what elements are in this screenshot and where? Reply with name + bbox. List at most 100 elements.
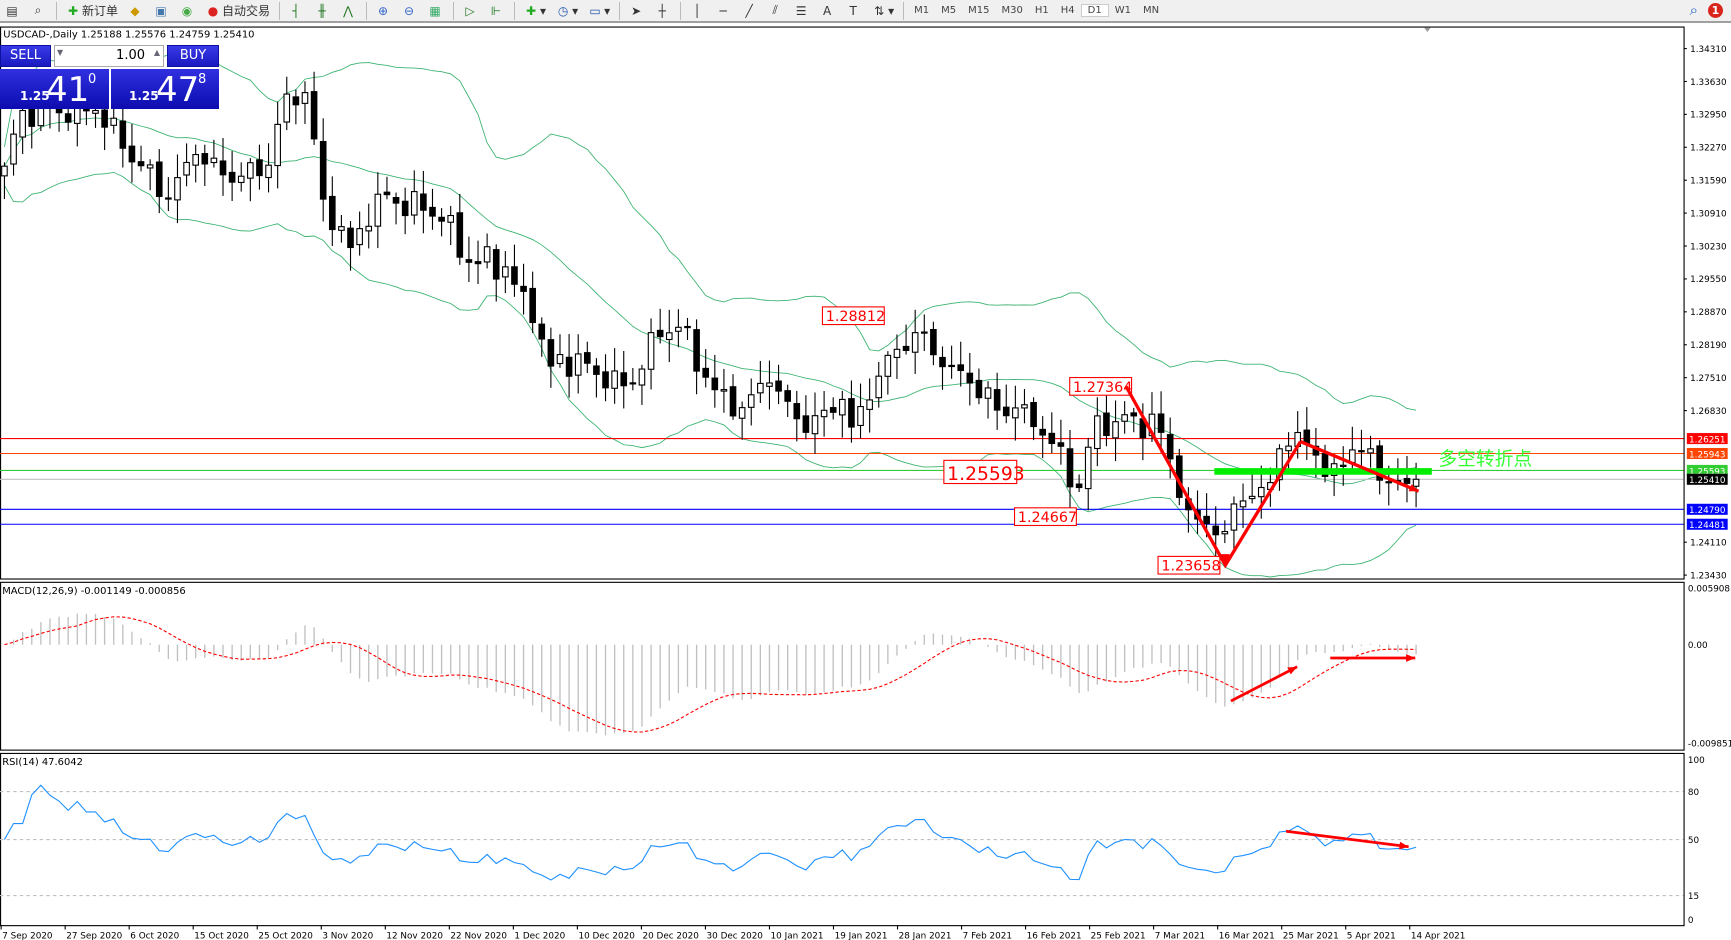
bear-candle: [957, 364, 965, 372]
timeframe-d1[interactable]: D1: [1080, 4, 1109, 17]
trend-arrow-v-tip: [1220, 554, 1230, 566]
new-order-label: 新订单: [82, 4, 119, 18]
buy-button[interactable]: BUY: [167, 45, 219, 67]
zoom-out-button[interactable]: ⊖: [398, 1, 422, 21]
timeframe-m5[interactable]: M5: [941, 5, 957, 16]
timeframe-m1[interactable]: M1: [914, 5, 930, 16]
macd-window: [4, 613, 1417, 736]
sell-price-small: 1.25: [20, 89, 50, 103]
search-icon[interactable]: ⌕: [1689, 1, 1698, 19]
zoom-chart-button[interactable]: ⌕: [27, 1, 51, 21]
bull-candle: [811, 415, 819, 435]
bear-candle: [602, 371, 609, 389]
new-chart-button[interactable]: ▤: [1, 1, 25, 21]
bull-candle: [483, 246, 491, 263]
chart-shift-marker: [1424, 27, 1431, 33]
text-button[interactable]: A: [816, 1, 840, 21]
annotations: 1.28812 1.27364 1.25593 1.24667 1.23658 多空转折点: [821, 306, 1532, 575]
metaeditor-button[interactable]: ◆: [124, 1, 148, 21]
bear-candle: [1075, 483, 1083, 489]
candlestick-icon: ╫: [318, 3, 326, 18]
timeframe-mn[interactable]: MN: [1142, 5, 1160, 16]
timeframe-m30[interactable]: M30: [1001, 5, 1023, 16]
date-label: 7 Feb 2021: [963, 931, 1012, 940]
bear-candle: [848, 398, 855, 428]
zoom-in-button[interactable]: ⊕: [372, 1, 396, 21]
buy-price[interactable]: 1.25 47 8: [111, 69, 219, 109]
lot-decrease-icon[interactable]: ▼: [57, 48, 64, 57]
auto-scroll-button[interactable]: ▷: [459, 1, 483, 21]
bull-candle: [274, 123, 281, 167]
bull-candle: [665, 332, 673, 341]
lot-increase-icon[interactable]: ▲: [153, 48, 160, 57]
vertical-line-button[interactable]: │: [686, 1, 710, 21]
new-order-button[interactable]: ✚ 新订单: [62, 1, 122, 21]
price-axis-label: 1.27510: [1690, 374, 1727, 384]
notification-badge[interactable]: 1: [1708, 2, 1723, 18]
timeframe-m15[interactable]: M15: [968, 5, 990, 16]
bear-candle: [1203, 515, 1210, 525]
bull-candle: [237, 175, 245, 184]
horizontal-line-button[interactable]: ─: [712, 1, 736, 21]
zoom-out-icon: ⊖: [404, 3, 415, 18]
bear-candle: [593, 365, 600, 375]
level-price-tag: [1686, 464, 1728, 476]
auto-trading-button[interactable]: ● 自动交易: [202, 1, 274, 21]
zoom-in-icon: ⊕: [378, 3, 389, 18]
fibonacci-button[interactable]: ☰: [790, 1, 814, 21]
auto-trading-label: 自动交易: [222, 4, 271, 18]
arrows-icon: ⇅: [874, 3, 885, 18]
sell-price[interactable]: 1.25 41 0: [0, 69, 109, 109]
sell-button[interactable]: SELL: [0, 45, 51, 67]
arrows-button[interactable]: ⇅ ▾: [874, 3, 895, 18]
fibonacci-icon: ☰: [795, 3, 807, 18]
timeframe-w1[interactable]: W1: [1114, 5, 1131, 16]
chart-shift-button[interactable]: ⊩: [485, 1, 509, 21]
price-axis-label: 1.26830: [1690, 407, 1727, 417]
bull-candle: [1412, 478, 1420, 487]
level-price-tag: [1686, 518, 1728, 530]
crosshair-button[interactable]: ┼: [651, 1, 675, 21]
bear-candle: [930, 329, 937, 356]
bull-candle: [247, 162, 254, 179]
date-label: 27 Sep 2020: [66, 931, 122, 940]
candle-chart-button[interactable]: ╫: [311, 1, 335, 21]
text-label-button[interactable]: T: [842, 1, 866, 21]
timeframe-h1[interactable]: H1: [1034, 5, 1049, 16]
date-label: 19 Jan 2021: [835, 931, 888, 940]
signal-icon: ◉: [181, 3, 193, 18]
signals-button[interactable]: ◉: [176, 1, 200, 21]
bear-candle: [64, 113, 72, 123]
macd-axis-label: 0.00: [1688, 641, 1708, 651]
trendline-button[interactable]: ╱: [738, 1, 762, 21]
history-icon: ▣: [155, 3, 167, 18]
level-price-label: 1.25943: [1689, 450, 1726, 460]
periods-button[interactable]: ◷ ▾: [557, 3, 579, 18]
indicators-button[interactable]: ✚ ▾: [526, 3, 547, 18]
history-button[interactable]: ▣: [150, 1, 174, 21]
bear-candle: [948, 364, 955, 368]
channel-button[interactable]: ⫽: [764, 1, 788, 21]
cursor-button[interactable]: ➤: [625, 1, 649, 21]
bar-chart-button[interactable]: ┤: [285, 1, 309, 21]
bull-candle: [720, 389, 728, 392]
bull-candle: [19, 109, 26, 138]
price-annotation-box: [1157, 555, 1221, 575]
line-chart-button[interactable]: ⋀: [337, 1, 361, 21]
trendline-icon: ╱: [745, 3, 753, 18]
date-label: 1 Dec 2020: [514, 931, 565, 940]
bull-candle: [647, 332, 655, 370]
bollinger-middle: [4, 117, 1417, 485]
bull-candle: [1349, 449, 1356, 464]
lot-size-input[interactable]: ▼ 1.00 ▲: [54, 45, 164, 67]
bear-candle: [565, 356, 573, 377]
bear-candle: [693, 329, 700, 372]
timeframe-h4[interactable]: H4: [1060, 5, 1075, 16]
bear-candle: [829, 407, 837, 413]
bull-candle: [365, 225, 373, 232]
level-price-label: 1.24790: [1689, 506, 1726, 516]
tile-windows-button[interactable]: ▦: [424, 1, 448, 21]
template-icon: ▭: [589, 3, 601, 18]
templates-button[interactable]: ▭ ▾: [589, 3, 611, 18]
